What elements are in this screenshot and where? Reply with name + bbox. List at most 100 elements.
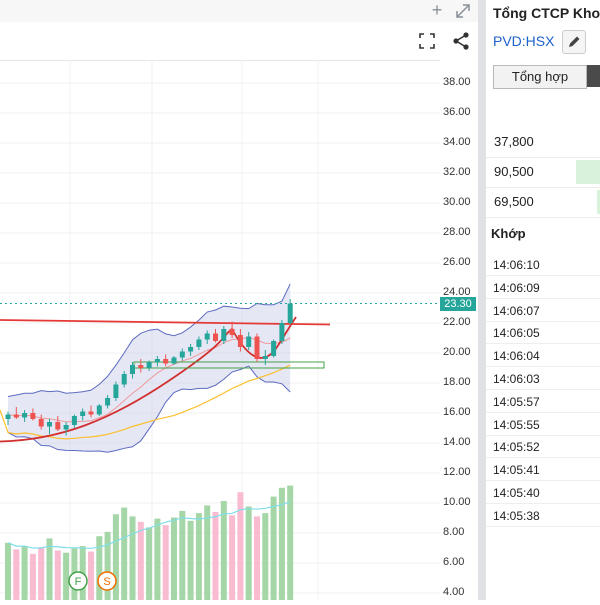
fullscreen-button[interactable]: [414, 28, 440, 54]
price-value: 37,800: [494, 134, 534, 149]
candle-body: [213, 333, 218, 341]
price-tick: 34.00: [443, 136, 471, 148]
volume-bar: [278, 487, 285, 600]
volume-bar: [21, 546, 28, 600]
volume-bar: [104, 531, 111, 600]
volume-bar: [88, 551, 94, 600]
candle-body: [96, 405, 102, 415]
tab-next[interactable]: [587, 65, 600, 87]
event-marker-label: S: [103, 576, 110, 588]
price-row: 37,800: [486, 127, 600, 158]
volume-bar: [46, 538, 53, 600]
candle-body: [63, 425, 69, 430]
volume-bar: [121, 507, 128, 600]
chart-header-strip: +: [0, 0, 478, 23]
company-name: Tổng CTCP Khoan: [493, 5, 600, 21]
trade-time: 14:06:03: [493, 372, 540, 386]
trade-time-row: 14:06:04: [486, 344, 600, 368]
volume-bar: [229, 515, 236, 600]
volume-bar: [287, 485, 294, 600]
add-icon[interactable]: +: [431, 0, 443, 20]
candle-body: [154, 359, 160, 362]
price-tick: 30.00: [443, 196, 471, 208]
candle-body: [246, 336, 252, 347]
volume-bar: [162, 525, 169, 600]
candle-body: [121, 374, 127, 385]
volume-bar: [96, 536, 103, 600]
price-tick: 36.00: [443, 106, 471, 118]
trade-time: 14:05:41: [493, 463, 540, 478]
candle-body: [237, 335, 243, 347]
candle-body: [30, 413, 36, 419]
price-tick: 20.00: [443, 346, 471, 358]
candle-body: [13, 414, 19, 418]
volume-bar: [154, 518, 161, 600]
volume-bar: [54, 550, 61, 600]
trade-time: 14:06:09: [493, 280, 540, 295]
candle-body: [22, 413, 28, 418]
volume-bar: [254, 516, 260, 600]
trade-time-row: 14:06:05: [486, 321, 600, 345]
share-icon: [453, 32, 469, 50]
trade-time-row: 14:05:38: [486, 504, 600, 527]
volume-bar: [204, 505, 211, 600]
price-axis[interactable]: 38.00 36.00 34.00 32.00 30.00 28.00 26.00 24.00…: [440, 60, 478, 600]
price-row: 69,500: [486, 187, 600, 218]
share-button[interactable]: [448, 28, 474, 54]
trade-time: 14:06:10: [493, 258, 540, 272]
trade-time: 14:05:55: [493, 417, 540, 432]
ticker-link[interactable]: PVD:HSX: [493, 33, 555, 49]
volume-bar: [262, 513, 269, 600]
price-row: 90,500: [486, 157, 600, 188]
trade-time-row: 14:05:41: [486, 458, 600, 482]
expand-icon[interactable]: [452, 0, 474, 22]
trade-time-row: 14:06:09: [486, 276, 600, 299]
volume-bar: [171, 517, 177, 600]
resistance-line: [0, 319, 331, 326]
trade-time: 14:06:04: [493, 349, 540, 364]
fullscreen-icon: [419, 33, 435, 49]
volume-bar: [38, 547, 45, 600]
candle-body: [254, 336, 260, 359]
candle-body: [196, 339, 202, 347]
candle-body: [105, 398, 111, 406]
candle-body: [138, 365, 144, 368]
volume-bar: [146, 527, 153, 600]
candle-body: [188, 347, 194, 352]
volume-bar: [129, 516, 136, 600]
candle-body: [71, 416, 77, 425]
candle-body: [221, 329, 227, 341]
candle-body: [5, 414, 11, 419]
trade-time-row: 14:06:03: [486, 367, 600, 390]
edit-button[interactable]: [562, 30, 586, 54]
trade-time-row: 14:05:55: [486, 413, 600, 436]
volume-bar: [245, 506, 252, 600]
tab-summary[interactable]: Tổng hợp: [493, 65, 587, 89]
price-tick: 10.00: [443, 496, 471, 508]
price-tick: 8.00: [443, 526, 465, 538]
price-tick: 18.00: [443, 376, 471, 388]
price-tick: 16.00: [443, 406, 471, 418]
candle-body: [113, 384, 119, 398]
last-price-label: 23.30: [440, 296, 476, 311]
candle-body: [229, 329, 235, 335]
pencil-icon: [569, 36, 580, 47]
stock-info-panel: Tổng CTCP Khoan PVD:HSX Tổng hợp 37,800 …: [486, 0, 600, 600]
volume-bar: [195, 513, 202, 600]
trade-time-row: 14:06:10: [486, 253, 600, 276]
panel-divider[interactable]: [478, 0, 486, 600]
event-marker-label: F: [75, 576, 82, 588]
candle-body: [163, 359, 169, 364]
price-tick: 22.00: [443, 316, 471, 328]
volume-bar: [212, 512, 219, 600]
candle-body: [38, 419, 44, 427]
event-marker-circle: [97, 571, 117, 591]
trade-time: 14:05:57: [493, 394, 540, 409]
candle-body: [80, 411, 86, 416]
candle-body: [55, 422, 61, 430]
trade-time: 14:05:52: [493, 440, 540, 455]
trade-time: 14:06:05: [493, 326, 540, 341]
